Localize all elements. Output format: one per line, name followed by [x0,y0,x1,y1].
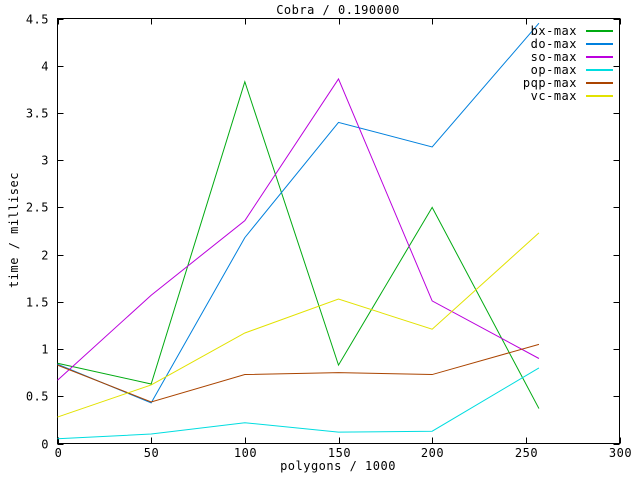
x-tick-label: 300 [609,446,632,460]
series-so-max-line [57,77,540,381]
legend-swatch-op-max [586,68,613,71]
legend-label-op-max: op-max [530,62,577,77]
legend-label-bx-max: bx-max [530,23,577,38]
series-bx-max-line [57,80,540,409]
x-tick-label: 0 [55,446,63,460]
x-tick-label: 250 [515,446,538,460]
legend-swatch-pqp-max [586,81,613,84]
y-tick-label: 2.5 [26,201,49,215]
y-tick-label: 4 [41,60,49,74]
x-tick-label: 150 [328,446,351,460]
y-tick-label: 3.5 [26,107,49,121]
legend-item-pqp-max: pqp-max [522,75,613,90]
legend-label-vc-max: vc-max [530,88,577,103]
y-tick-label: 1 [41,343,49,357]
y-tick-label: 4.5 [26,13,49,27]
y-tick-label: 3 [41,154,49,168]
legend-item-bx-max: bx-max [523,23,613,38]
y-ticks [57,19,620,445]
legend-label-do-max: do-max [530,36,577,51]
x-tick-label: 200 [421,446,444,460]
x-tick-label: 100 [234,446,257,460]
y-tick-label: 0 [41,438,49,452]
legend-item-op-max: op-max [523,62,613,77]
legend-item-vc-max: vc-max [523,88,613,103]
series-op-max-line [57,367,540,440]
legend-item-so-max: so-max [523,49,613,64]
series-pqp-max-line [57,343,540,403]
y-tick-label: 0.5 [26,390,49,404]
legend-swatch-bx-max [586,29,613,32]
y-tick-label: 1.5 [26,296,49,310]
legend-swatch-do-max [586,42,613,45]
legend-label-so-max: so-max [530,49,577,64]
x-axis-label: polygons / 1000 [280,459,396,473]
plot-border [57,18,620,444]
series-vc-max-line [57,232,540,418]
y-tick-label: 2 [41,249,49,263]
x-tick-label: 50 [144,446,159,460]
legend-label-pqp-max: pqp-max [522,75,577,90]
series-do-max-line [57,22,540,404]
legend-item-do-max: do-max [523,36,613,51]
legend-swatch-vc-max [586,94,613,97]
chart-title: Cobra / 0.190000 [276,3,400,17]
legend-swatch-so-max [586,55,613,58]
legend: bx-max do-max so-max op-max pqp-max vc-max [522,23,613,103]
x-ticks [58,18,621,444]
